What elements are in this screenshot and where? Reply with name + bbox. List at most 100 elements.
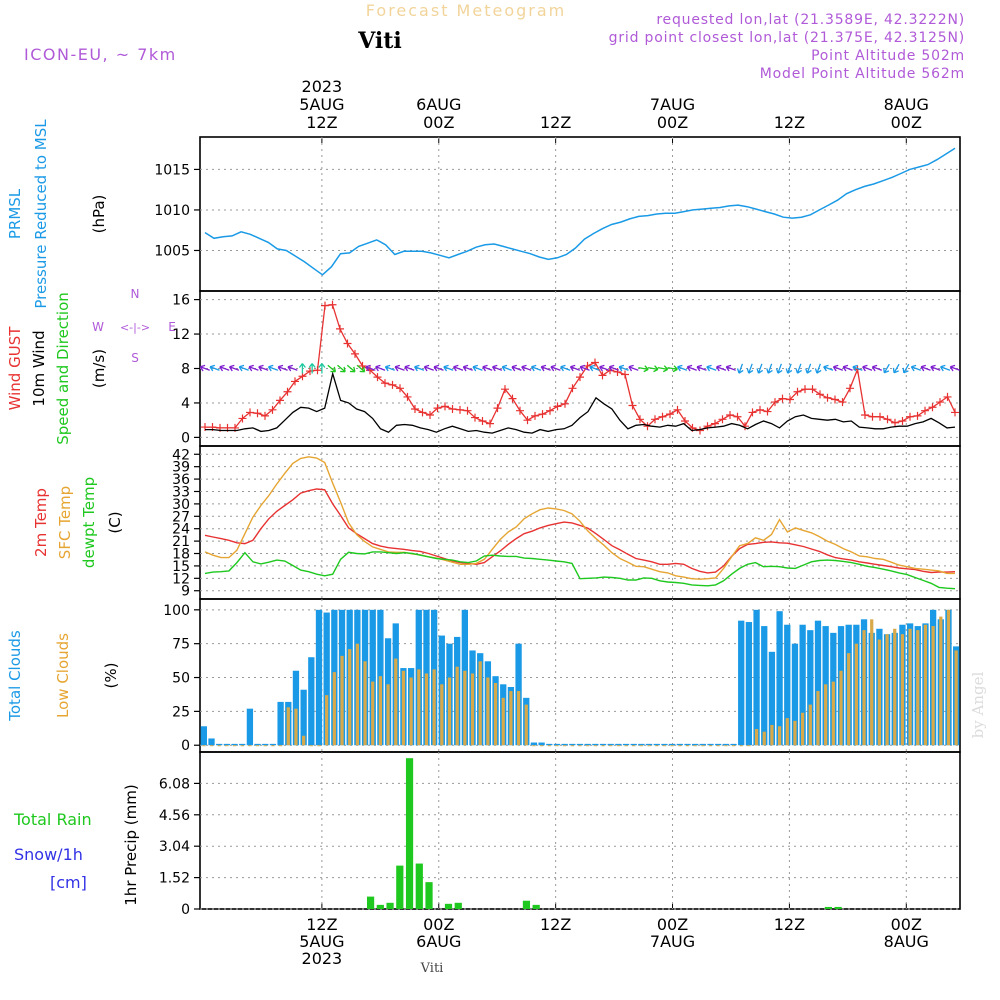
axis-label: Total Clouds bbox=[6, 630, 24, 722]
top-time-label: 00Z bbox=[657, 113, 688, 132]
y-tick-label: 12 bbox=[172, 327, 190, 343]
low-cloud-bar bbox=[647, 745, 651, 747]
arrow-shape bbox=[599, 364, 610, 372]
wind-direction-arrow bbox=[521, 364, 532, 372]
low-cloud-bar bbox=[785, 718, 789, 746]
total-cloud-bar bbox=[661, 743, 668, 746]
gust-marker bbox=[846, 384, 854, 393]
low-cloud-bar bbox=[332, 672, 336, 746]
low-cloud-bar bbox=[455, 666, 459, 746]
wind-direction-arrow bbox=[414, 364, 425, 372]
rain-bar bbox=[444, 903, 453, 909]
total-cloud-bar bbox=[622, 743, 630, 746]
low-cloud-bar bbox=[255, 745, 260, 747]
gust-marker bbox=[486, 419, 494, 428]
low-cloud-bar bbox=[417, 669, 421, 746]
arrow-shape bbox=[766, 363, 773, 374]
gust-marker bbox=[793, 387, 802, 396]
panel-pressure: 1005 1010 1015 PRMSL Pressure Reduced to MSL… bbox=[6, 119, 961, 309]
wind-direction-arrow bbox=[318, 363, 326, 374]
rain-bar bbox=[834, 906, 842, 909]
rain-bar bbox=[405, 758, 414, 909]
gust-marker bbox=[561, 399, 569, 408]
low-cloud-bar bbox=[386, 684, 390, 746]
arrow-shape bbox=[258, 364, 269, 372]
arrow-shape bbox=[795, 363, 802, 374]
low-cloud-bar bbox=[839, 670, 843, 746]
total-cloud-bar bbox=[216, 743, 223, 746]
y-tick-label: 1.52 bbox=[159, 871, 190, 887]
low-cloud-bar bbox=[363, 661, 367, 746]
low-cloud-bar bbox=[601, 745, 605, 747]
total-cloud-bar bbox=[538, 742, 545, 746]
low-cloud-bar bbox=[670, 745, 674, 747]
low-cloud-bar bbox=[547, 745, 551, 747]
arrow-shape bbox=[638, 365, 649, 373]
wind-direction-arrow bbox=[258, 364, 269, 372]
axis-label: Wind GUST bbox=[6, 326, 24, 411]
low-cloud-bar bbox=[847, 653, 851, 746]
arrow-shape bbox=[852, 364, 863, 372]
arrow-shape bbox=[892, 363, 900, 374]
low-cloud-bar bbox=[877, 639, 882, 746]
gust-marker bbox=[546, 406, 554, 415]
gust-marker bbox=[898, 417, 907, 426]
top-time-label: 7AUG bbox=[650, 95, 695, 114]
low-cloud-bar bbox=[217, 745, 221, 747]
gust-marker bbox=[246, 408, 254, 417]
arrow-shape bbox=[298, 363, 306, 374]
arrow-shape bbox=[842, 364, 853, 372]
y-tick-label: 75 bbox=[172, 637, 190, 653]
low-cloud-bar bbox=[701, 745, 705, 747]
panel-precip: 0 1.52 3.04 4.56 6.08 Total Rain Snow/1h [cm] 1h… bbox=[13, 751, 961, 918]
gust-marker bbox=[801, 385, 809, 394]
rain-bar bbox=[522, 900, 531, 909]
gust-marker bbox=[298, 372, 307, 381]
arrow-shape bbox=[511, 364, 522, 372]
model-name: ICON-EU, ~ 7km bbox=[24, 45, 177, 64]
gust-marker bbox=[336, 324, 344, 333]
arrow-shape bbox=[501, 364, 512, 372]
wind-direction-arrow bbox=[453, 364, 464, 372]
total-cloud-bar bbox=[638, 743, 645, 746]
wind-direction-arrow bbox=[618, 364, 629, 372]
axis-label: Speed and Direction bbox=[54, 292, 72, 445]
arrow-shape bbox=[356, 364, 366, 373]
low-cloud-bar bbox=[777, 726, 782, 746]
low-cloud-bar bbox=[209, 745, 214, 747]
total-cloud-bar bbox=[791, 643, 799, 746]
arrow-shape bbox=[746, 363, 754, 374]
wind-direction-arrow bbox=[579, 364, 590, 372]
gust-marker bbox=[711, 419, 719, 428]
low-cloud-bar bbox=[908, 628, 912, 746]
wind-direction-arrow bbox=[677, 364, 688, 372]
total-cloud-bar bbox=[715, 743, 722, 746]
y-tick-label: 42 bbox=[172, 447, 190, 463]
arrow-shape bbox=[628, 364, 639, 372]
total-cloud-bar bbox=[784, 624, 791, 746]
gust-marker bbox=[283, 387, 292, 396]
y-tick-label: 8 bbox=[181, 362, 190, 378]
wind-direction-arrow bbox=[248, 364, 259, 372]
y-tick-label: 25 bbox=[172, 704, 190, 720]
low-cloud-bar bbox=[916, 630, 920, 746]
gust-marker bbox=[891, 418, 899, 427]
wind-direction-arrow bbox=[715, 364, 727, 372]
low-cloud-bar bbox=[432, 669, 436, 746]
gust-marker bbox=[471, 413, 479, 422]
arrow-shape bbox=[706, 364, 717, 372]
wind-direction-arrow bbox=[384, 364, 395, 372]
low-cloud-bar bbox=[816, 691, 820, 746]
total-cloud-bar bbox=[254, 743, 261, 746]
y-tick-label: 3.04 bbox=[159, 839, 190, 855]
total-cloud-bar bbox=[323, 612, 330, 746]
gust-marker bbox=[568, 384, 577, 393]
total-cloud-bar bbox=[576, 743, 584, 746]
axis-label: 1hr Precip (mm) bbox=[122, 784, 140, 905]
arrow-shape bbox=[785, 363, 793, 374]
low-cloud-bar bbox=[893, 628, 897, 746]
arrow-shape bbox=[228, 364, 240, 372]
gust-marker bbox=[351, 349, 359, 358]
total-cloud-bar bbox=[676, 743, 683, 746]
